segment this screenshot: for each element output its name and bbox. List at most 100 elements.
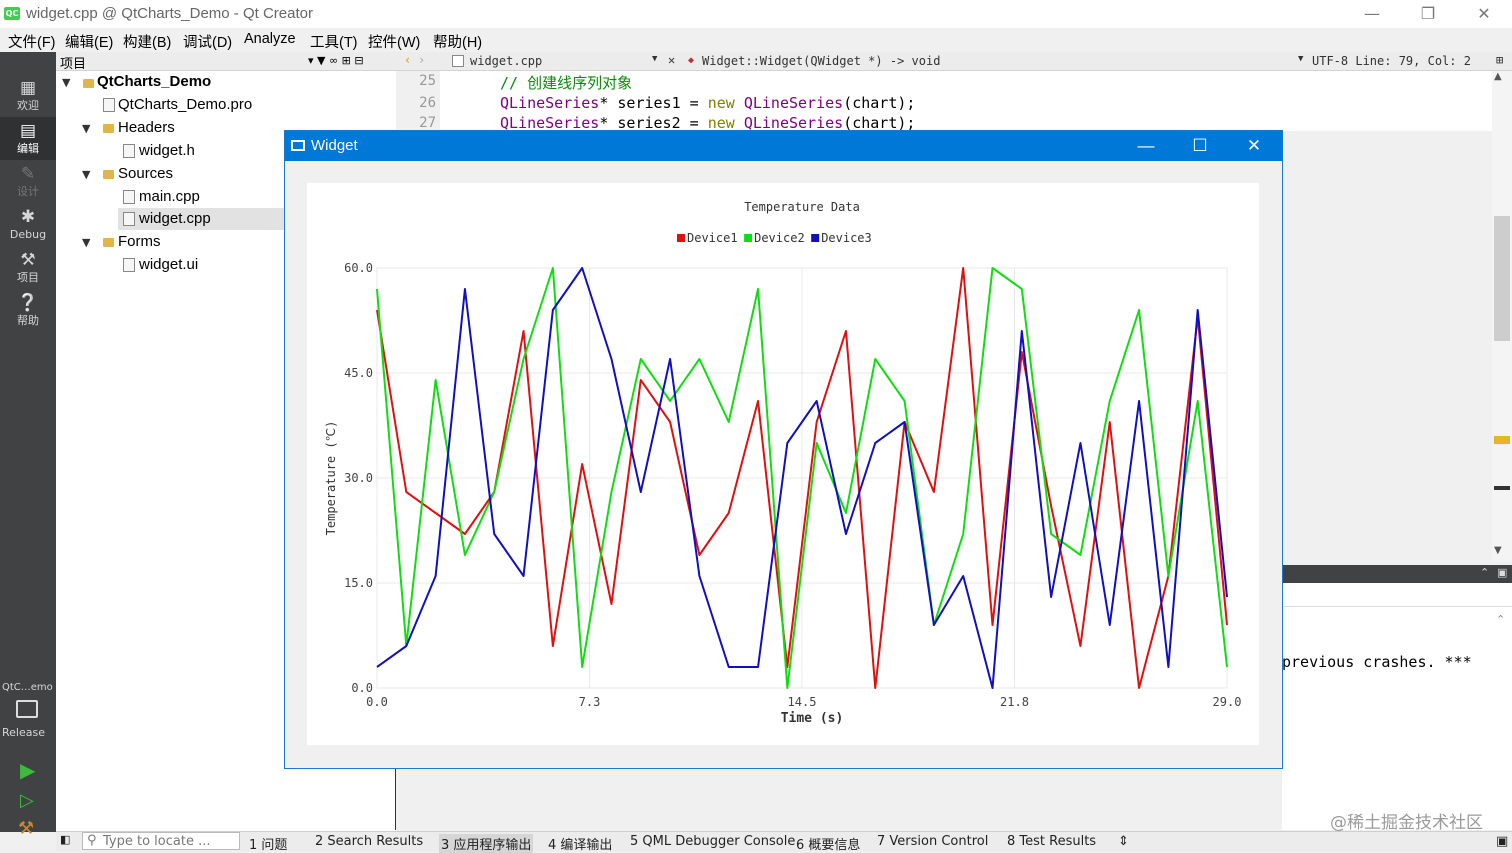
tree-project-root[interactable]: QtCharts_Demo bbox=[97, 73, 212, 90]
widget-title-bar: Widget — ☐ ✕ bbox=[285, 131, 1282, 161]
menu-controls[interactable]: 控件(W) bbox=[368, 35, 421, 51]
scroll-up-icon[interactable]: ▲ bbox=[1494, 71, 1502, 82]
open-document-combo[interactable]: widget.cpp bbox=[470, 54, 543, 68]
legend-label: Device3 bbox=[821, 231, 872, 245]
ui-file-icon bbox=[123, 258, 135, 272]
series-line-device1 bbox=[376, 267, 1228, 689]
mode-debug[interactable]: ✱ Debug bbox=[0, 203, 56, 246]
mode-edit[interactable]: ▤ 编辑 bbox=[0, 117, 56, 160]
menu-edit[interactable]: 编辑(E) bbox=[65, 35, 114, 51]
tree-pro-file[interactable]: QtCharts_Demo.pro bbox=[118, 96, 253, 113]
code-keyword: new bbox=[707, 94, 735, 112]
code-text: * series1 = bbox=[599, 94, 708, 112]
sidebar-toggle-icon[interactable]: ◧ bbox=[60, 833, 71, 846]
scrollbar-thumb[interactable] bbox=[1494, 216, 1510, 341]
locator-placeholder: Type to locate ... bbox=[103, 834, 211, 849]
legend-marker bbox=[744, 234, 753, 242]
output-tab-general-messages[interactable]: 6 概要信息 bbox=[796, 838, 861, 853]
chevron-down-icon[interactable]: ▼ bbox=[652, 54, 658, 64]
monitor-icon[interactable] bbox=[16, 700, 38, 718]
status-bar: ◧ 1 问题 2 Search Results 3 应用程序输出 4 编译输出 … bbox=[56, 831, 1512, 853]
mode-design[interactable]: ✎ 设计 bbox=[0, 160, 56, 203]
menu-tools[interactable]: 工具(T) bbox=[310, 35, 358, 51]
project-panel-title: 项目 bbox=[60, 57, 87, 72]
pro-file-icon bbox=[103, 98, 115, 112]
debug-run-icon[interactable]: ▷ bbox=[20, 790, 34, 811]
title-bar: QC widget.cpp @ QtCharts_Demo - Qt Creat… bbox=[0, 0, 1512, 28]
mode-welcome[interactable]: ▦ 欢迎 bbox=[0, 74, 56, 117]
code-type: QLineSeries bbox=[743, 94, 844, 112]
code-type: QLineSeries bbox=[743, 114, 844, 132]
x-tick-label: 7.3 bbox=[579, 695, 601, 709]
code-text: * series2 = bbox=[599, 114, 708, 132]
chevron-up-icon[interactable]: ⌃ bbox=[1480, 566, 1490, 579]
output-tab-issues[interactable]: 1 问题 bbox=[249, 838, 288, 853]
chevron-down-icon[interactable]: ▼ bbox=[82, 122, 91, 135]
mode-help[interactable]: ❔ 帮助 bbox=[0, 289, 56, 332]
build-hammer-icon[interactable]: ⚒ bbox=[18, 818, 35, 839]
tree-widget-h[interactable]: widget.h bbox=[139, 142, 195, 159]
notifications-icon[interactable]: ▣ bbox=[1496, 834, 1509, 849]
output-tab-qml-debugger[interactable]: 5 QML Debugger Console bbox=[630, 834, 796, 849]
locator-input[interactable]: ⚲ Type to locate ... bbox=[82, 832, 240, 850]
y-tick-label: 30.0 bbox=[344, 471, 373, 485]
tree-headers-folder[interactable]: Headers bbox=[118, 119, 175, 136]
temperature-line-chart: 0.0 7.3 14.5 21.8 29.0 0.0 15.0 30.0 45.0 60.0 Tem… bbox=[324, 200, 1241, 726]
code-text: (chart); bbox=[843, 114, 916, 132]
split-icon[interactable]: ⊞ bbox=[1496, 53, 1504, 67]
menu-analyze[interactable]: Analyze bbox=[244, 31, 296, 47]
mode-projects[interactable]: ⚒ 项目 bbox=[0, 246, 56, 289]
scroll-up-icon[interactable]: ⌃ bbox=[1496, 613, 1506, 626]
output-tab-application-output[interactable]: 3 应用程序输出 bbox=[439, 834, 534, 853]
tree-forms-folder[interactable]: Forms bbox=[118, 233, 161, 250]
maximize-pane-icon[interactable]: ▣ bbox=[1497, 566, 1508, 579]
tree-sources-folder[interactable]: Sources bbox=[118, 165, 174, 182]
chevron-down-icon[interactable]: ▼ bbox=[82, 168, 91, 181]
kit-project-label: QtC…emo bbox=[2, 682, 53, 693]
header-file-icon bbox=[123, 144, 135, 158]
nav-forward-icon[interactable]: › bbox=[418, 53, 426, 67]
maximize-button[interactable]: ❐ bbox=[1420, 4, 1436, 23]
close-document-icon[interactable]: ✕ bbox=[668, 53, 676, 67]
symbol-combo[interactable]: Widget::Widget(QWidget *) -> void bbox=[702, 54, 941, 68]
menu-debug[interactable]: 调试(D) bbox=[183, 35, 233, 51]
run-icon[interactable]: ▶ bbox=[20, 758, 36, 782]
series-line-device3 bbox=[376, 267, 1228, 689]
output-tab-search-results[interactable]: 2 Search Results bbox=[315, 834, 424, 849]
code-line: QLineSeries* series2 = new QLineSeries(c… bbox=[500, 114, 915, 132]
chevron-down-icon[interactable]: ▼ bbox=[1298, 54, 1304, 64]
menu-help[interactable]: 帮助(H) bbox=[433, 35, 483, 51]
menu-file[interactable]: 文件(F) bbox=[8, 35, 56, 51]
editor-scrollbar[interactable]: ▲ ▼ bbox=[1492, 71, 1512, 561]
tree-main-cpp[interactable]: main.cpp bbox=[139, 188, 200, 205]
bug-icon: ✱ bbox=[20, 207, 36, 227]
menu-build[interactable]: 构建(B) bbox=[123, 35, 172, 51]
scroll-down-icon[interactable]: ▼ bbox=[1494, 545, 1502, 556]
grid-icon: ▦ bbox=[19, 78, 37, 98]
tree-widget-cpp[interactable]: widget.cpp bbox=[139, 210, 211, 227]
output-tab-compile-output[interactable]: 4 编译输出 bbox=[548, 838, 613, 853]
tabs-more-icon[interactable]: ⇕ bbox=[1118, 834, 1129, 849]
minimize-button[interactable]: — bbox=[1364, 4, 1380, 23]
minimize-button[interactable]: — bbox=[1137, 136, 1155, 155]
window-icon bbox=[291, 140, 305, 151]
tree-widget-ui[interactable]: widget.ui bbox=[139, 256, 199, 273]
selected-row-highlight bbox=[118, 208, 296, 230]
output-pane-toolbar: ⌃ ▣ bbox=[1282, 565, 1512, 583]
filter-icon[interactable]: ▾ ▼ ∞ ⊞ ⊟ bbox=[308, 54, 364, 67]
output-tab-version-control[interactable]: 7 Version Control bbox=[877, 834, 989, 849]
encoding-position-label[interactable]: UTF-8 Line: 79, Col: 2 bbox=[1312, 54, 1471, 68]
close-button[interactable]: ✕ bbox=[1246, 136, 1262, 155]
chevron-down-icon[interactable]: ▼ bbox=[82, 236, 91, 249]
output-text: previous crashes. *** bbox=[1282, 653, 1472, 671]
maximize-button[interactable]: ☐ bbox=[1192, 136, 1208, 155]
y-tick-label: 45.0 bbox=[344, 366, 373, 380]
chart-view: 0.0 7.3 14.5 21.8 29.0 0.0 15.0 30.0 45.0 60.0 Tem… bbox=[307, 183, 1259, 745]
chevron-down-icon[interactable]: ▼ bbox=[62, 76, 71, 89]
output-tab-test-results[interactable]: 8 Test Results bbox=[1007, 834, 1097, 849]
nav-back-icon[interactable]: ‹ bbox=[404, 53, 412, 67]
close-button[interactable]: ✕ bbox=[1477, 4, 1491, 23]
scroll-marker bbox=[1494, 436, 1510, 444]
code-editor[interactable]: // 创建线序列对象 QLineSeries* series1 = new QL… bbox=[440, 71, 1500, 132]
divider bbox=[1282, 606, 1512, 607]
